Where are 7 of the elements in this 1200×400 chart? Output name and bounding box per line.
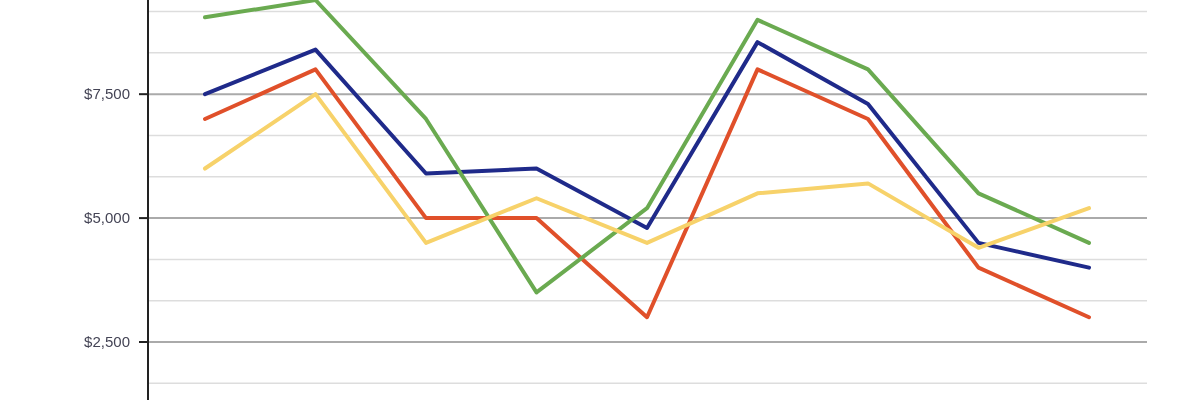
line-series — [203, 67, 1091, 320]
line-series — [203, 92, 1091, 250]
y-tick-label: $5,000 — [84, 209, 130, 227]
y-tick-label: $2,500 — [84, 333, 130, 351]
y-tick-label: $7,500 — [84, 85, 130, 103]
line-series — [203, 40, 1091, 270]
line-series — [203, 0, 1091, 295]
